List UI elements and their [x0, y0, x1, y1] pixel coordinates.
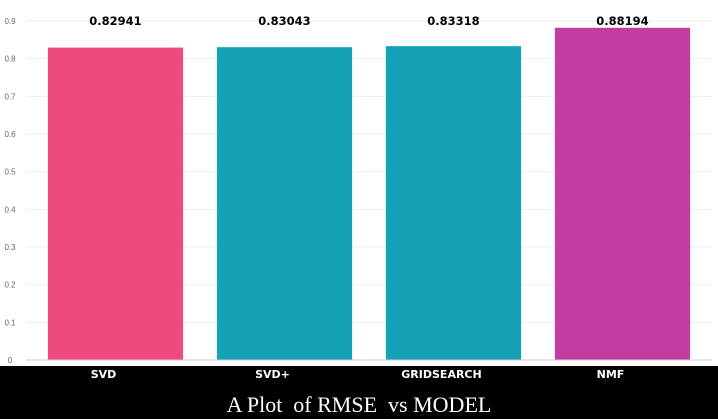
bars: [47, 27, 691, 361]
category-labels: SVD SVD+ GRIDSEARCH NMF: [91, 368, 625, 381]
y-tick-label: 0.4: [4, 205, 16, 214]
x-category-label: SVD+: [255, 368, 290, 381]
bar-gridsearch: [385, 46, 522, 361]
x-category-label: GRIDSEARCH: [401, 368, 481, 381]
y-tick-label: 0.1: [4, 318, 16, 327]
y-tick-label: 0.8: [4, 55, 16, 64]
chart-caption: A Plot of RMSE vs MODEL: [226, 392, 492, 417]
y-tick-label: 0.3: [4, 243, 16, 252]
y-tick-label: 0.6: [4, 130, 16, 139]
bar-value-label: 0.88194: [596, 14, 648, 28]
bar-nmf: [554, 27, 691, 360]
y-tick-label: 0.2: [4, 281, 16, 290]
bar-svd: [47, 47, 184, 361]
x-category-label: SVD: [91, 368, 117, 381]
bar-svd-: [216, 47, 353, 360]
y-tick-label: 0: [8, 356, 13, 365]
bar-value-label: 0.83318: [427, 14, 479, 28]
y-axis-ticks: 0 0.1 0.2 0.3 0.4 0.5 0.6 0.7 0.8 0.9: [4, 17, 16, 365]
value-labels: 0.82941 0.83043 0.83318 0.88194: [89, 14, 648, 28]
bar-value-label: 0.83043: [258, 14, 310, 28]
y-tick-label: 0.7: [4, 92, 16, 101]
y-tick-label: 0.9: [4, 17, 16, 26]
y-tick-label: 0.5: [4, 168, 16, 177]
x-category-label: NMF: [597, 368, 625, 381]
bar-value-label: 0.82941: [89, 14, 141, 28]
